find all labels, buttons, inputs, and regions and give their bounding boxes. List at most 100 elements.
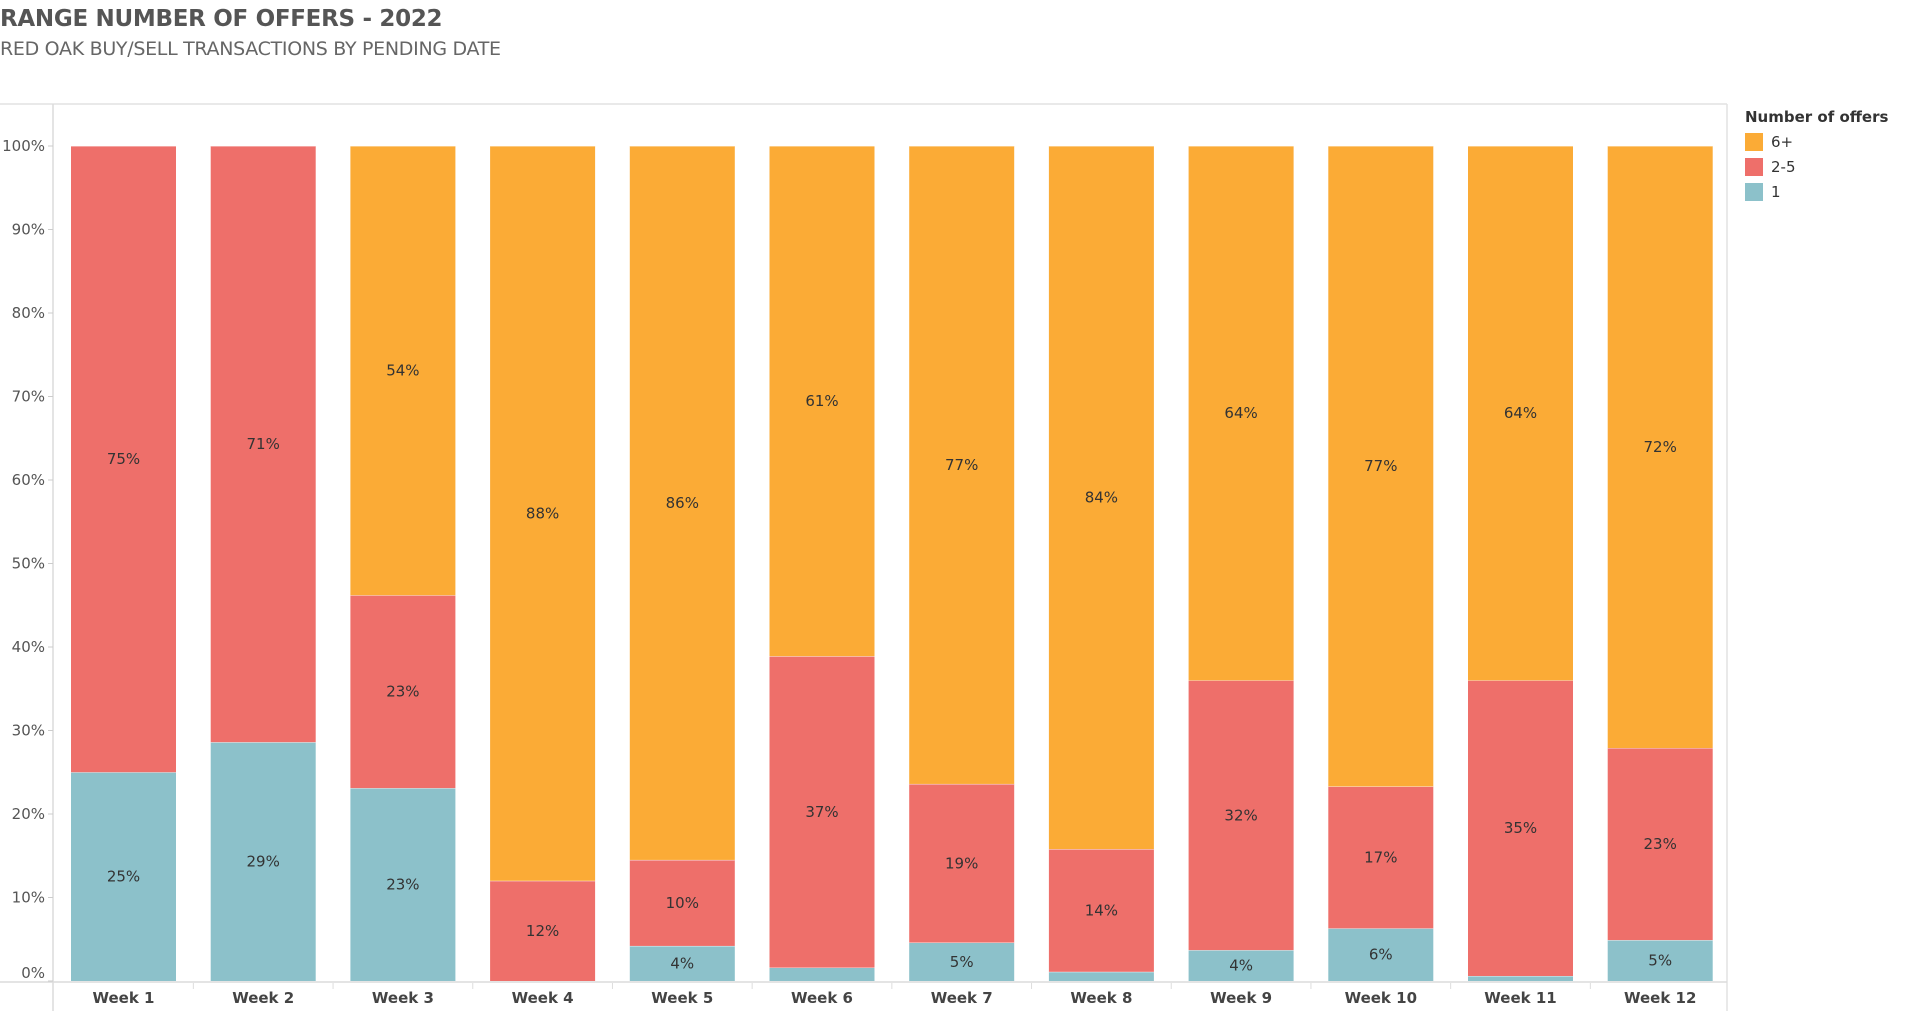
bar-segment-6plus[interactable]: [1607, 146, 1713, 749]
bar-data-label: 6%: [1369, 946, 1393, 964]
bar-data-label: 54%: [386, 362, 419, 380]
legend-label-1: 1: [1771, 182, 1781, 201]
y-tick-label: 20%: [12, 805, 45, 823]
bar-segment-1[interactable]: [210, 742, 316, 981]
bar-data-label: 88%: [526, 504, 559, 522]
bar-segment-2-5[interactable]: [629, 859, 735, 946]
bar-segment-6plus[interactable]: [1468, 146, 1573, 681]
bar-segment-2-5[interactable]: [490, 880, 596, 981]
bar-segment-6plus[interactable]: [1328, 146, 1434, 787]
bar-segment-6plus[interactable]: [769, 146, 875, 657]
bar-segment-1[interactable]: [629, 945, 735, 981]
bar-segment-2-5[interactable]: [1188, 680, 1294, 951]
bar-data-label: 61%: [805, 392, 838, 410]
bar-segment-2-5[interactable]: [1607, 748, 1713, 941]
y-tick-label: 80%: [12, 304, 45, 322]
bar-segment-2-5[interactable]: [1328, 786, 1434, 929]
bar-data-label: 86%: [666, 494, 699, 512]
bar-segment-6plus[interactable]: [490, 146, 596, 881]
bar-data-label: 25%: [107, 868, 140, 886]
bar-segment-6plus[interactable]: [629, 146, 735, 860]
bar-segment-2-5[interactable]: [210, 146, 316, 743]
bar-segment-1[interactable]: [909, 942, 1015, 981]
y-tick-label: 40%: [12, 638, 45, 656]
legend-title: Number of offers: [1745, 108, 1889, 126]
x-tick-label: Week 2: [232, 989, 294, 1007]
legend-label-2-5: 2-5: [1771, 157, 1796, 176]
bars: [71, 145, 1713, 981]
bar-segment-1[interactable]: [1468, 975, 1573, 981]
bar-data-label: 4%: [1229, 957, 1253, 975]
bar-data-label: 71%: [247, 435, 280, 453]
bar-data-label: 77%: [1364, 457, 1397, 475]
chart-title: RANGE NUMBER OF OFFERS - 2022: [0, 6, 443, 32]
bar-data-label: 10%: [666, 894, 699, 912]
y-tick-label: 90%: [12, 221, 45, 239]
legend-swatch-2-5: [1745, 157, 1763, 176]
x-tick-label: Week 11: [1484, 989, 1556, 1007]
bar-segment-1[interactable]: [1048, 971, 1154, 981]
y-tick-label: 50%: [12, 555, 45, 573]
y-tick-label: 0%: [21, 964, 45, 982]
x-tick-label: Week 5: [651, 989, 713, 1007]
bar-segment-6plus[interactable]: [1188, 146, 1294, 681]
x-tick-label: Week 9: [1210, 989, 1272, 1007]
bar-data-label: 77%: [945, 456, 978, 474]
y-tick-label: 30%: [12, 722, 45, 740]
bar-segment-1[interactable]: [769, 967, 875, 981]
y-tick-label: 10%: [12, 889, 45, 907]
bar-data-label: 4%: [670, 954, 694, 972]
legend-item-6plus[interactable]: 6+: [1745, 129, 1888, 154]
legend: Number of offers 6+ 2-5 1: [1745, 108, 1888, 204]
x-tick-label: Week 4: [512, 989, 574, 1007]
bar-segment-1[interactable]: [71, 772, 176, 981]
bar-segment-1[interactable]: [1607, 940, 1713, 981]
plot-frame: [0, 103, 1728, 1011]
bar-segment-1[interactable]: [1188, 950, 1294, 981]
legend-label-6plus: 6+: [1771, 132, 1794, 151]
bar-segment-6plus[interactable]: [909, 146, 1015, 784]
bar-data-label: 23%: [386, 876, 419, 894]
bar-data-label: 17%: [1364, 848, 1397, 866]
bar-segment-2-5[interactable]: [909, 783, 1015, 943]
bar-segment-2-5[interactable]: [71, 146, 176, 773]
x-tick-label: Week 6: [791, 989, 853, 1007]
x-tick-label: Week 12: [1624, 989, 1696, 1007]
y-tick-label: 60%: [12, 471, 45, 489]
x-tick-label: Week 10: [1345, 989, 1417, 1007]
legend-swatch-1: [1745, 182, 1763, 201]
bar-data-label: 72%: [1644, 438, 1677, 456]
x-tick-label: Week 3: [372, 989, 434, 1007]
x-axis: Week 1 Week 2 Week 3 Week 4 Week 5 Week 6 Week…: [93, 983, 1696, 1007]
bar-data-label: 84%: [1085, 489, 1118, 507]
x-tick-label: Week 7: [931, 989, 993, 1007]
bar-data-label: 75%: [107, 450, 140, 468]
legend-item-1[interactable]: 1: [1745, 179, 1888, 204]
bar-data-label: 37%: [805, 803, 838, 821]
x-tick-label: Week 1: [93, 989, 155, 1007]
x-tick-label: Week 8: [1070, 989, 1132, 1007]
bar-segment-1[interactable]: [1328, 928, 1434, 981]
bar-segment-6plus[interactable]: [1048, 146, 1154, 850]
bar-segment-6plus[interactable]: [350, 146, 456, 596]
bar-data-label: 19%: [945, 854, 978, 872]
bar-data-label: 64%: [1504, 404, 1537, 422]
bar-data-label: 29%: [247, 853, 280, 871]
bar-segment-2-5[interactable]: [1468, 680, 1573, 976]
bar-segment-1[interactable]: [350, 788, 456, 981]
bar-data-label: 32%: [1224, 806, 1257, 824]
bar-segment-2-5[interactable]: [769, 656, 875, 968]
chart-subtitle: RED OAK BUY/SELL TRANSACTIONS BY PENDING…: [0, 38, 501, 60]
bar-data-label: 64%: [1224, 404, 1257, 422]
legend-swatch-6plus: [1745, 132, 1763, 151]
bar-data-label: 14%: [1085, 901, 1118, 919]
bar-segment-2-5[interactable]: [350, 595, 456, 789]
legend-item-2-5[interactable]: 2-5: [1745, 154, 1888, 179]
bar-data-label: 5%: [1648, 952, 1672, 970]
bar-data-label: 5%: [950, 953, 974, 971]
bar-segment-2-5[interactable]: [1048, 849, 1154, 972]
bar-data-label: 23%: [1644, 835, 1677, 853]
bar-data-label: 12%: [526, 922, 559, 940]
y-tick-label: 100%: [2, 137, 45, 155]
